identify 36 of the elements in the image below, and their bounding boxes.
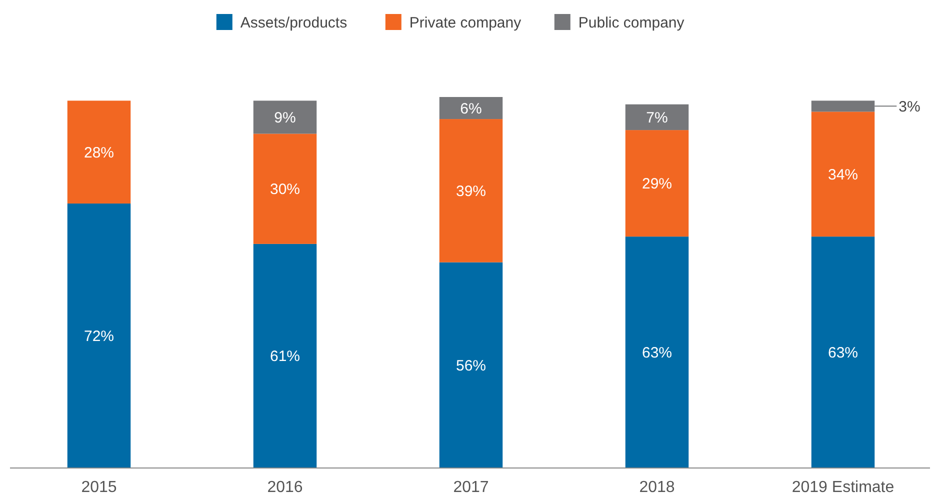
- data-label: 30%: [270, 181, 300, 198]
- bar: [625, 236, 689, 468]
- bar: [253, 244, 317, 468]
- data-label: 28%: [84, 144, 114, 162]
- data-label: 9%: [274, 109, 296, 126]
- bar: [811, 112, 875, 237]
- data-label: 29%: [642, 176, 672, 193]
- data-label: 63%: [642, 344, 672, 362]
- x-tick-label: 2019 Estimate: [792, 479, 894, 496]
- bar: [67, 100, 131, 204]
- bar: [253, 100, 317, 134]
- data-label: 72%: [84, 328, 114, 346]
- bar: [811, 236, 875, 468]
- data-label: 61%: [270, 348, 300, 366]
- bar: [439, 262, 503, 468]
- bar: [625, 130, 689, 237]
- data-label: 56%: [456, 357, 486, 374]
- data-label: 3%: [898, 98, 920, 116]
- bar: [625, 104, 689, 130]
- x-tick-label: 2015: [81, 479, 117, 496]
- data-label: 6%: [460, 100, 482, 118]
- legend-label: Private company: [409, 14, 522, 32]
- bar: [253, 134, 317, 244]
- bar: [811, 100, 875, 112]
- data-label: 63%: [828, 344, 858, 362]
- x-tick-label: 2016: [267, 479, 303, 496]
- legend-label: Assets/products: [240, 14, 348, 32]
- data-label: 34%: [828, 166, 858, 184]
- x-tick-label: 2018: [639, 479, 675, 496]
- x-tick-label: 2017: [453, 479, 489, 496]
- legend-label: Public company: [578, 14, 685, 32]
- bar: [67, 204, 131, 468]
- bar: [439, 119, 503, 262]
- bar: [439, 97, 503, 120]
- data-label: 39%: [456, 182, 486, 200]
- data-label: 7%: [646, 109, 668, 126]
